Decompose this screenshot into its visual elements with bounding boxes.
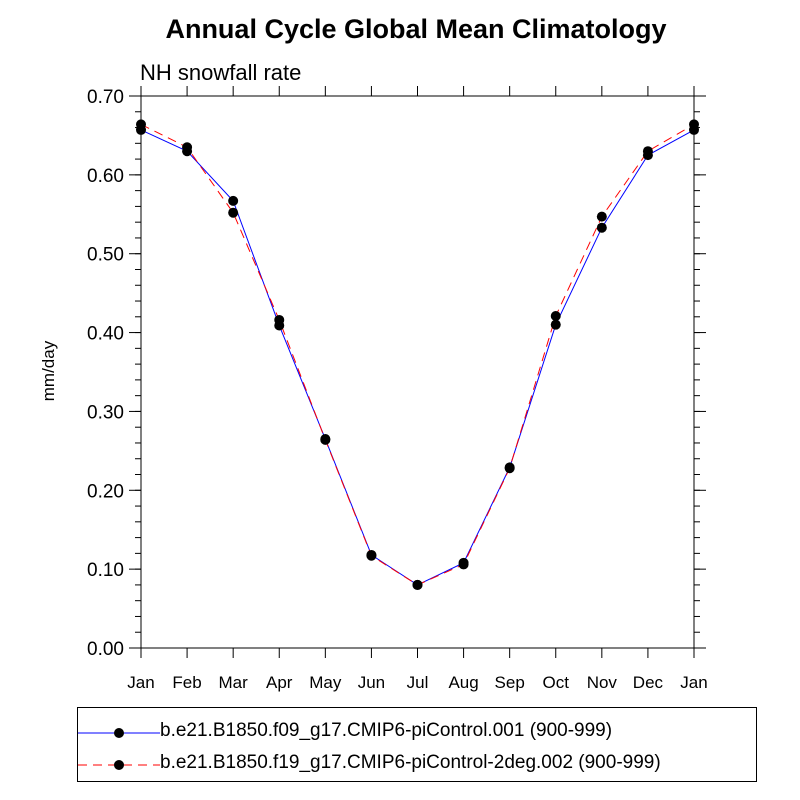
series-2-point xyxy=(412,579,423,590)
y-tick-label: 0.30 xyxy=(87,402,124,423)
y-tick-label: 0.40 xyxy=(87,324,124,345)
chart-subtitle: NH snowfall rate xyxy=(140,60,301,85)
x-tick-label: Sep xyxy=(495,673,525,692)
legend-swatch-1 xyxy=(78,728,160,738)
x-tick-label: Dec xyxy=(633,673,664,692)
legend-swatch-2 xyxy=(78,760,160,770)
x-tick-label: Jun xyxy=(358,673,385,692)
series-2-point xyxy=(642,146,653,157)
legend-label-2: b.e21.B1850.f19_g17.CMIP6-piControl-2deg… xyxy=(160,752,661,773)
y-tick-label: 0.70 xyxy=(87,87,124,108)
x-tick-label: May xyxy=(309,673,342,692)
series-2-point xyxy=(228,207,239,218)
x-tick-label: Mar xyxy=(219,673,249,692)
chart-title: Annual Cycle Global Mean Climatology xyxy=(165,14,666,44)
axes-group: Jan Feb Mar Apr May Jun Jul Aug Sep Oct Nov Dec Jan0… xyxy=(87,86,708,692)
y-tick-label: 0.50 xyxy=(87,245,124,266)
x-tick-label: Jul xyxy=(407,673,429,692)
x-tick-label: Jan xyxy=(680,673,707,692)
x-tick-label: Apr xyxy=(266,673,293,692)
x-tick-label: Feb xyxy=(172,673,201,692)
plot-frame xyxy=(140,95,695,649)
series-2-point xyxy=(550,311,561,322)
series-2-point xyxy=(596,211,607,222)
series-line-2 xyxy=(140,123,695,586)
legend-entry-1: b.e21.B1850.f09_g17.CMIP6-piControl.001 … xyxy=(78,716,756,746)
y-tick-label: 0.20 xyxy=(87,481,124,502)
x-tick-label: Nov xyxy=(587,673,618,692)
y-tick-label: 0.10 xyxy=(87,560,124,581)
series-line-1 xyxy=(140,129,695,586)
series-2-point xyxy=(689,119,699,130)
series-2-point xyxy=(504,463,515,474)
y-tick-label: 0.60 xyxy=(87,166,124,187)
series-2-point xyxy=(136,119,146,130)
series-1-point xyxy=(228,195,239,206)
y-tick-label: 0.00 xyxy=(87,639,124,660)
x-tick-label: Aug xyxy=(448,673,478,692)
legend-label-1: b.e21.B1850.f09_g17.CMIP6-piControl.001 … xyxy=(160,720,613,741)
series-2-point xyxy=(366,550,377,561)
series-2-point xyxy=(182,142,193,153)
series-2-point xyxy=(320,434,331,445)
x-tick-label: Jan xyxy=(127,673,154,692)
legend: b.e21.B1850.f09_g17.CMIP6-piControl.001 … xyxy=(77,707,757,782)
series-group xyxy=(136,119,699,590)
legend-entry-2: b.e21.B1850.f19_g17.CMIP6-piControl-2deg… xyxy=(78,748,756,778)
series-1-point xyxy=(550,319,561,330)
series-2-point xyxy=(274,314,285,325)
x-tick-label: Oct xyxy=(543,673,570,692)
y-axis-label: mm/day xyxy=(39,340,58,401)
series-2-point xyxy=(458,559,469,570)
series-1-point xyxy=(596,222,607,233)
